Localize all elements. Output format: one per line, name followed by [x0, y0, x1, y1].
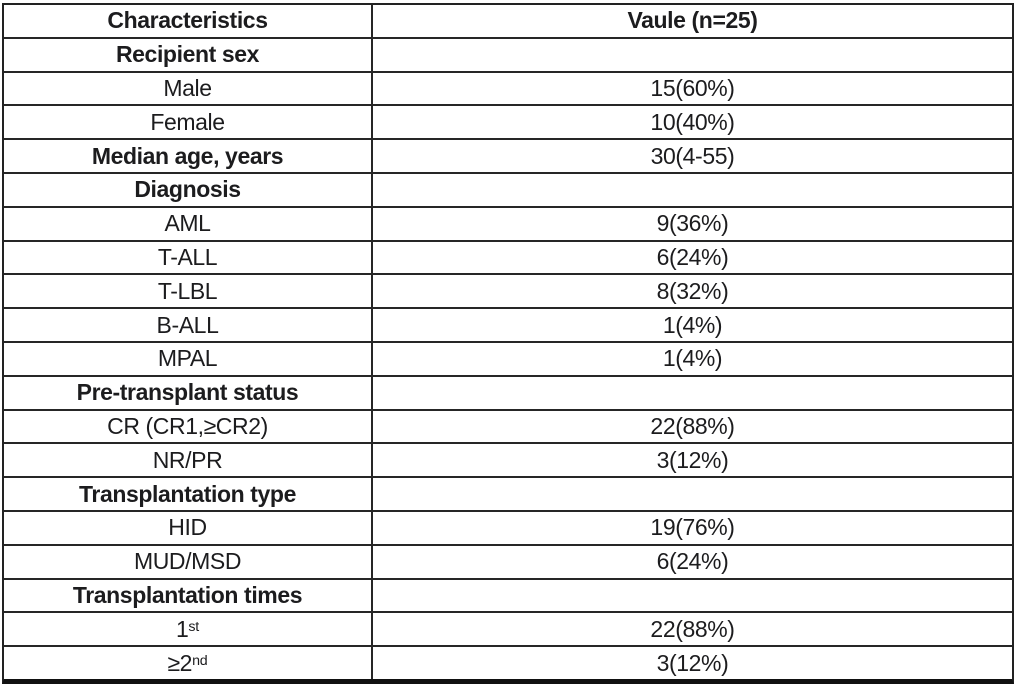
table-row: T-LBL 8(32%): [4, 275, 1012, 310]
row-label: Recipient sex: [4, 38, 373, 71]
row-label: Median age, years: [4, 140, 373, 172]
table-row: Recipient sex: [4, 38, 1012, 73]
table-body: Recipient sex Male 15(60%) Female 10(40%) Med…: [4, 38, 1012, 679]
row-value: 19(76%): [650, 514, 735, 541]
row-label: B-ALL: [4, 309, 373, 341]
table-row: Diagnosis: [4, 173, 1012, 208]
row-value: 9(36%): [656, 210, 729, 237]
row-label: NR/PR: [4, 444, 373, 477]
row-value: 10(40%): [650, 108, 735, 135]
row-value: 6(24%): [656, 243, 729, 270]
row-label: T-ALL: [4, 241, 373, 274]
table-row: MPAL 1(4%): [4, 342, 1012, 377]
table-row: Male 15(60%): [4, 72, 1012, 107]
table-row: AML 9(36%): [4, 207, 1012, 242]
row-value: [373, 377, 1012, 409]
row-label: Pre-transplant status: [4, 376, 373, 409]
row-value: [373, 580, 1012, 612]
row-value: 22(88%): [650, 615, 735, 642]
table-row: T-ALL 6(24%): [4, 241, 1012, 276]
table-row: CR (CR1,≥CR2) 22(88%): [4, 410, 1012, 445]
table-header-row: Characteristics Vaule (n=25): [4, 5, 1012, 39]
table-row: Transplantation times: [4, 579, 1012, 614]
row-value: 22(88%): [650, 412, 735, 439]
table-row: NR/PR 3(12%): [4, 444, 1012, 479]
row-label: MPAL: [4, 342, 373, 375]
row-label: Male: [4, 72, 373, 105]
table-row: B-ALL 1(4%): [4, 309, 1012, 343]
table-row: Female 10(40%): [4, 106, 1012, 141]
row-value: [373, 478, 1012, 510]
table-row: MUD/MSD 6(24%): [4, 545, 1012, 580]
row-label: Female: [4, 106, 373, 139]
row-value: 1(4%): [662, 311, 723, 338]
row-value: 1(4%): [662, 345, 723, 372]
table-row: ≥2 nd 3(12%): [4, 647, 1012, 679]
row-label: AML: [4, 207, 373, 240]
table-row: HID 19(76%): [4, 511, 1012, 546]
row-value: [373, 39, 1012, 71]
column-header-value: Vaule (n=25): [627, 7, 758, 34]
ordinal-suffix: st: [188, 619, 200, 636]
row-label: Diagnosis: [4, 173, 373, 206]
table-row: Median age, years 30(4-55): [4, 140, 1012, 174]
row-label: Transplantation type: [4, 478, 373, 510]
patient-characteristics-table: Characteristics Vaule (n=25) Recipient s…: [2, 3, 1014, 684]
row-value: 30(4-55): [650, 142, 735, 169]
row-label: ≥2 nd: [4, 647, 373, 679]
row-value: 15(60%): [650, 74, 735, 101]
row-label: HID: [4, 511, 373, 544]
ordinal-suffix: nd: [192, 652, 208, 669]
column-header-characteristics: Characteristics: [4, 5, 373, 37]
row-label: Transplantation times: [4, 579, 373, 612]
row-value: 3(12%): [656, 446, 729, 473]
row-label: CR (CR1,≥CR2): [4, 410, 373, 443]
row-label: MUD/MSD: [4, 545, 373, 578]
table-row: Pre-transplant status: [4, 376, 1012, 411]
table-row: Transplantation type: [4, 478, 1012, 512]
row-label: T-LBL: [4, 275, 373, 308]
row-value: 3(12%): [656, 649, 729, 676]
row-value: 8(32%): [656, 277, 729, 304]
row-value: 6(24%): [656, 548, 729, 575]
row-value: [373, 174, 1012, 206]
